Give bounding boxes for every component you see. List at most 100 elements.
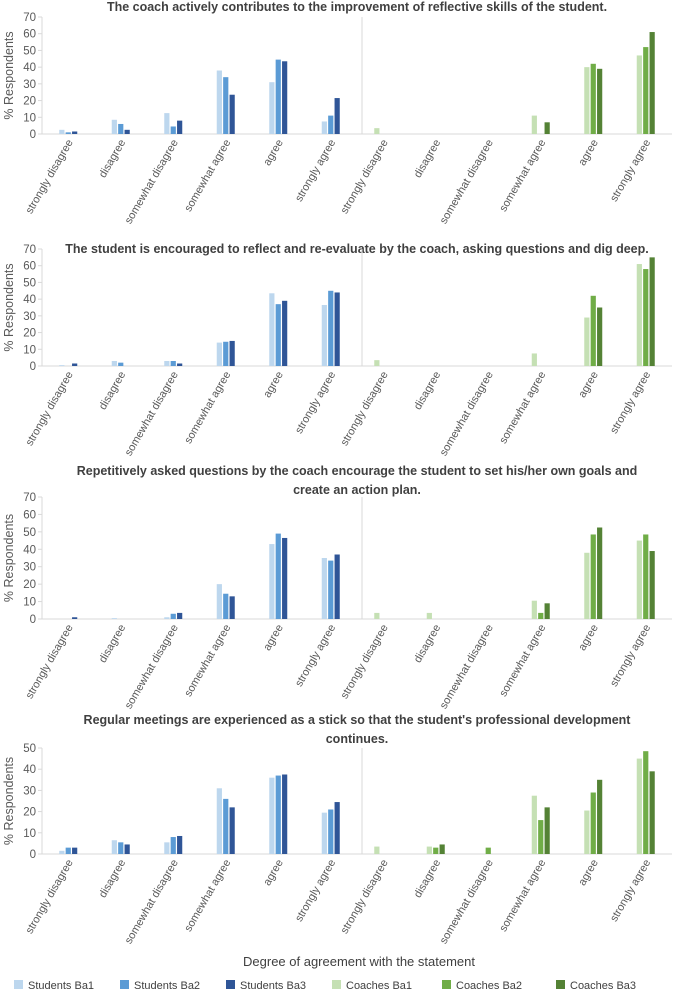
category-label: disagree bbox=[412, 858, 443, 901]
bar bbox=[164, 360, 170, 366]
bar bbox=[544, 603, 550, 619]
charts: The coach actively contributes to the im… bbox=[2, 0, 672, 946]
category-label: strongly disagree bbox=[24, 370, 76, 449]
bar bbox=[636, 758, 642, 854]
y-tick-label: 50 bbox=[23, 277, 36, 289]
y-tick-label: 40 bbox=[23, 62, 36, 74]
y-tick-label: 20 bbox=[23, 807, 36, 819]
bar bbox=[531, 353, 537, 366]
legend-swatch bbox=[226, 980, 235, 989]
bar bbox=[216, 788, 222, 854]
bar bbox=[164, 617, 170, 619]
bar bbox=[59, 365, 65, 366]
category-label: somewhat disagree bbox=[438, 138, 496, 227]
legend-swatch bbox=[332, 980, 341, 989]
category-label: somewhat agree bbox=[497, 370, 548, 446]
bar bbox=[72, 617, 78, 619]
legend-swatch bbox=[120, 980, 129, 989]
bar bbox=[649, 257, 655, 366]
bar bbox=[334, 292, 340, 366]
category-label: somewhat agree bbox=[182, 858, 233, 934]
category-label: strongly agree bbox=[293, 370, 338, 436]
y-tick-label: 0 bbox=[30, 614, 36, 626]
bar bbox=[111, 618, 117, 619]
bar bbox=[269, 777, 275, 854]
bar bbox=[229, 807, 235, 854]
bar bbox=[643, 751, 649, 854]
y-tick-label: 40 bbox=[23, 764, 36, 776]
y-tick-label: 30 bbox=[23, 785, 36, 797]
bar bbox=[282, 61, 288, 134]
bar bbox=[124, 129, 130, 134]
category-label: strongly agree bbox=[608, 370, 653, 436]
bar bbox=[111, 360, 117, 366]
bar bbox=[275, 775, 281, 854]
bar bbox=[334, 554, 340, 619]
chart-title: Repetitively asked questions by the coac… bbox=[77, 464, 638, 478]
bar bbox=[636, 540, 642, 619]
bar bbox=[269, 82, 275, 134]
bar bbox=[597, 307, 603, 366]
bar bbox=[439, 844, 445, 854]
bar bbox=[643, 47, 649, 135]
y-tick-label: 70 bbox=[23, 12, 36, 24]
category-label: strongly agree bbox=[608, 138, 653, 204]
bar bbox=[584, 552, 590, 619]
legend: Students Ba1 Students Ba2 Students Ba3 Coac… bbox=[14, 980, 636, 992]
y-tick-label: 30 bbox=[23, 311, 36, 323]
bar bbox=[636, 55, 642, 134]
legend-swatch bbox=[556, 980, 565, 989]
bar bbox=[229, 94, 235, 134]
category-label: agree bbox=[261, 370, 285, 400]
category-label: disagree bbox=[412, 138, 443, 181]
bar bbox=[334, 802, 340, 854]
bar bbox=[118, 123, 124, 134]
bar bbox=[590, 295, 596, 366]
y-tick-label: 20 bbox=[23, 579, 36, 591]
chart-title: create an action plan. bbox=[293, 483, 421, 497]
bar bbox=[544, 807, 550, 854]
bar bbox=[282, 300, 288, 366]
bar bbox=[275, 59, 281, 135]
y-tick-label: 60 bbox=[23, 29, 36, 41]
bar bbox=[275, 304, 281, 366]
bar bbox=[643, 269, 649, 366]
category-label: somewhat disagree bbox=[123, 138, 181, 227]
chart-title: The coach actively contributes to the im… bbox=[107, 0, 607, 14]
y-tick-label: 10 bbox=[23, 828, 36, 840]
y-tick-label: 10 bbox=[23, 112, 36, 124]
y-tick-label: 30 bbox=[23, 79, 36, 91]
category-label: strongly disagree bbox=[339, 623, 391, 702]
bar bbox=[328, 290, 334, 366]
bar bbox=[269, 544, 275, 619]
bar bbox=[164, 842, 170, 854]
category-label: somewhat disagree bbox=[438, 623, 496, 712]
x-axis-label: Degree of agreement with the statement bbox=[243, 954, 475, 969]
category-label: strongly agree bbox=[293, 623, 338, 689]
bar bbox=[72, 847, 78, 854]
bar bbox=[223, 593, 229, 619]
y-axis-label: % Respondents bbox=[2, 757, 16, 845]
legend-label: Coaches Ba3 bbox=[570, 980, 636, 992]
y-tick-label: 0 bbox=[30, 361, 36, 373]
chart-panel: Regular meetings are experienced as a st… bbox=[2, 713, 672, 946]
bar bbox=[538, 820, 544, 854]
category-label: somewhat agree bbox=[497, 623, 548, 699]
category-label: disagree bbox=[412, 370, 443, 413]
bar bbox=[584, 317, 590, 366]
y-tick-label: 10 bbox=[23, 597, 36, 609]
bar bbox=[426, 612, 432, 619]
bar bbox=[374, 846, 380, 854]
y-tick-label: 30 bbox=[23, 562, 36, 574]
category-label: somewhat disagree bbox=[123, 623, 181, 712]
bar bbox=[118, 842, 124, 854]
bar bbox=[649, 771, 655, 854]
category-label: strongly disagree bbox=[24, 858, 76, 937]
legend-swatch bbox=[14, 980, 23, 989]
category-label: somewhat agree bbox=[182, 370, 233, 446]
bar bbox=[216, 342, 222, 366]
bar bbox=[164, 113, 170, 134]
bar bbox=[118, 362, 124, 366]
chart-panel: The student is encouraged to reflect and… bbox=[2, 242, 672, 458]
